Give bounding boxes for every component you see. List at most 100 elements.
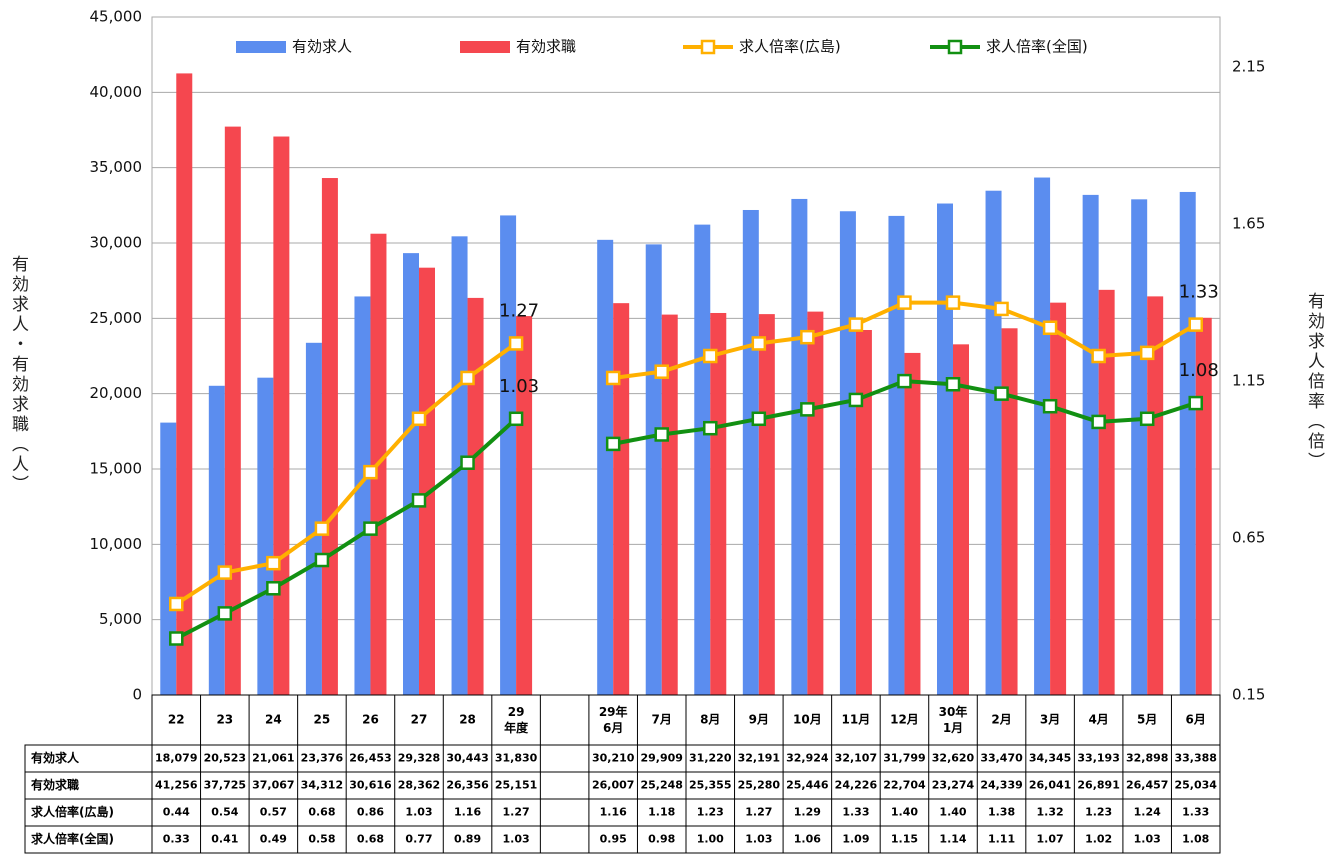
bar bbox=[305, 342, 322, 695]
y2-tick-label: 2.15 bbox=[1232, 58, 1265, 76]
table-cell: 1.23 bbox=[697, 806, 724, 819]
bar bbox=[985, 190, 1002, 695]
marker bbox=[460, 370, 475, 386]
marker bbox=[654, 364, 669, 379]
table-cell: 25,034 bbox=[1175, 779, 1218, 792]
table-cell: 41,256 bbox=[155, 779, 198, 792]
x-tick-label: 12月 bbox=[890, 713, 919, 727]
table-cell: 0.86 bbox=[357, 806, 384, 819]
table-cell: 1.29 bbox=[794, 806, 821, 819]
bar bbox=[419, 267, 435, 695]
y2-tick-label: 0.65 bbox=[1232, 529, 1265, 547]
x-tick-label: 10月 bbox=[793, 713, 822, 727]
y-tick-label: 40,000 bbox=[90, 83, 143, 101]
legend-swatch bbox=[236, 41, 286, 53]
x-tick-label: 25 bbox=[314, 713, 331, 727]
table-cell: 37,725 bbox=[204, 779, 246, 792]
x-tick-label: 5月 bbox=[1137, 713, 1157, 727]
table-cell: 1.06 bbox=[794, 833, 821, 846]
data-label: 1.33 bbox=[1179, 282, 1219, 303]
marker bbox=[1139, 345, 1155, 361]
marker bbox=[314, 521, 330, 536]
marker bbox=[800, 329, 815, 345]
table-cell: 26,356 bbox=[446, 779, 489, 792]
marker bbox=[460, 455, 475, 470]
table-cell: 26,457 bbox=[1126, 779, 1168, 792]
data-label: 1.03 bbox=[499, 376, 539, 397]
marker bbox=[897, 373, 912, 389]
marker bbox=[654, 427, 669, 442]
bar bbox=[937, 203, 953, 695]
table-cell: 1.16 bbox=[600, 806, 627, 819]
table-cell: 1.08 bbox=[1182, 833, 1209, 846]
x-tick-label: 9月 bbox=[749, 713, 769, 727]
table-cell: 30,210 bbox=[592, 752, 635, 765]
bar bbox=[1179, 191, 1196, 695]
marker bbox=[945, 377, 961, 392]
bar bbox=[710, 312, 727, 695]
table-cell: 33,470 bbox=[980, 752, 1023, 765]
bar bbox=[257, 377, 274, 695]
legend-label: 求人倍率(広島) bbox=[739, 38, 841, 56]
table-cell: 18,079 bbox=[155, 752, 197, 765]
bar bbox=[888, 215, 905, 695]
y-tick-label: 25,000 bbox=[90, 309, 143, 327]
x-tick-label: 26 bbox=[362, 713, 379, 727]
table-cell: 1.33 bbox=[842, 806, 869, 819]
table-cell: 37,067 bbox=[252, 779, 294, 792]
marker bbox=[605, 370, 621, 386]
table-cell: 26,891 bbox=[1077, 779, 1119, 792]
bar bbox=[176, 73, 193, 695]
bar bbox=[742, 209, 759, 695]
y-tick-label: 5,000 bbox=[99, 610, 142, 628]
marker bbox=[703, 420, 718, 436]
bar bbox=[1050, 302, 1067, 695]
y-tick-label: 10,000 bbox=[90, 535, 143, 553]
table-cell: 32,924 bbox=[786, 752, 829, 765]
table-row-label: 有効求職 bbox=[31, 777, 79, 792]
y-tick-label: 20,000 bbox=[90, 384, 143, 402]
table-cell: 26,453 bbox=[349, 752, 391, 765]
table-cell: 1.38 bbox=[988, 806, 1015, 819]
table-cell: 0.41 bbox=[211, 833, 238, 846]
table-cell: 25,280 bbox=[738, 779, 781, 792]
table-cell: 32,107 bbox=[835, 752, 877, 765]
x-tick-label: 3月 bbox=[1040, 713, 1060, 727]
bar bbox=[613, 303, 630, 695]
marker bbox=[266, 555, 281, 571]
table-cell: 23,274 bbox=[932, 779, 975, 792]
legend-label: 有効求人 bbox=[292, 38, 352, 56]
marker bbox=[363, 464, 378, 480]
table-cell: 0.89 bbox=[454, 833, 481, 846]
table-cell: 0.95 bbox=[600, 833, 627, 846]
bar bbox=[904, 352, 921, 695]
x-tick-label: 4月 bbox=[1088, 713, 1108, 727]
table-cell: 1.03 bbox=[405, 806, 432, 819]
bar bbox=[1034, 177, 1051, 695]
y-tick-label: 0 bbox=[132, 686, 142, 704]
x-tick-label: 2月 bbox=[991, 713, 1011, 727]
marker bbox=[994, 386, 1009, 401]
bar bbox=[1082, 194, 1099, 695]
y2-tick-label: 1.65 bbox=[1232, 215, 1265, 233]
marker bbox=[605, 436, 621, 452]
marker bbox=[169, 631, 184, 646]
table-cell: 34,312 bbox=[301, 779, 343, 792]
table-cell: 0.68 bbox=[357, 833, 384, 846]
bar bbox=[516, 316, 533, 695]
legend-marker bbox=[700, 39, 716, 55]
marker bbox=[751, 411, 767, 427]
legend-swatch bbox=[460, 41, 510, 53]
data-label: 1.27 bbox=[499, 300, 539, 321]
table-cell: 1.40 bbox=[939, 806, 966, 819]
table-cell: 1.02 bbox=[1085, 833, 1112, 846]
table-cell: 1.33 bbox=[1182, 806, 1209, 819]
table-cell: 25,355 bbox=[689, 779, 731, 792]
table-cell: 26,041 bbox=[1029, 779, 1071, 792]
table-cell: 26,007 bbox=[592, 779, 634, 792]
table-cell: 33,388 bbox=[1175, 752, 1217, 765]
y-axis-title: 有効求人・有効求職（人） bbox=[8, 255, 28, 495]
bar bbox=[1147, 296, 1164, 695]
y2-tick-label: 1.15 bbox=[1232, 372, 1265, 390]
bar bbox=[1001, 328, 1018, 695]
